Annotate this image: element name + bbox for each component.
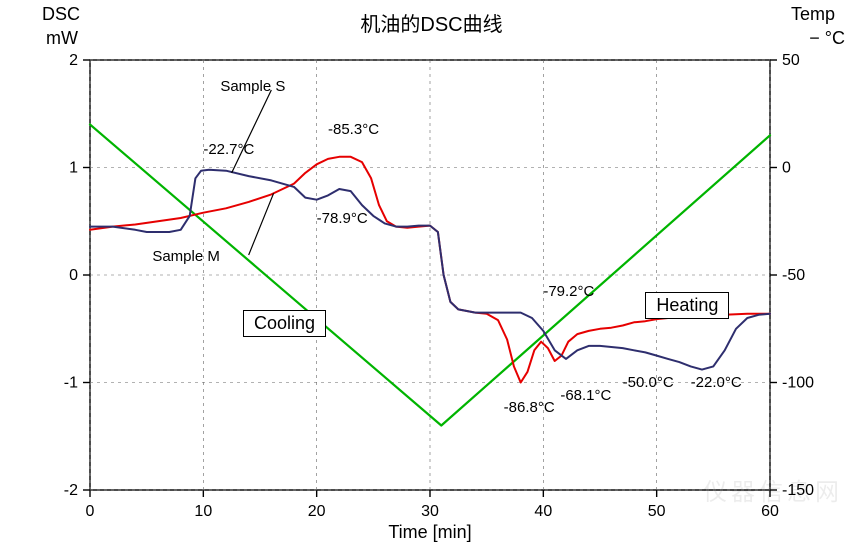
phase-cooling-box: Cooling [243,310,326,337]
y-right-tick-label: -50 [782,267,805,284]
peak-annotation-1: -85.3°C [328,121,379,138]
y-right-tick-label: -150 [782,482,814,499]
y-right-tick-label: 50 [782,52,800,69]
x-tick-label: 0 [86,503,95,520]
peak-annotation-4: -86.8°C [504,399,555,416]
chart-container: 机油的DSC曲线 DSC mW Temp − °C 0102030405060-… [0,0,863,547]
y-right-label-1: Temp [791,4,835,25]
peak-annotation-6: -50.0°C [623,374,674,391]
x-tick-label: 20 [308,503,326,520]
peak-annotation-3: -79.2°C [543,283,594,300]
y-left-tick-label: -1 [64,375,78,392]
y-right-tick-label: -100 [782,375,814,392]
peak-annotation-5: -68.1°C [560,387,611,404]
chart-title: 机油的DSC曲线 [0,8,863,37]
x-tick-label: 40 [534,503,552,520]
y-left-label-2: mW [46,28,78,49]
label-sample-m: Sample M [152,248,220,265]
peak-annotation-2: -78.9°C [317,210,368,227]
x-tick-label: 10 [194,503,212,520]
label-sample-s: Sample S [220,78,285,95]
peak-annotation-0: -22.7°C [203,141,254,158]
y-left-label-1: DSC [42,4,80,25]
y-left-tick-label: 1 [69,160,78,177]
x-axis-label: Time [min] [388,522,471,542]
y-left-tick-label: -2 [64,482,78,499]
x-tick-label: 50 [648,503,666,520]
phase-heating-box: Heating [645,292,729,319]
y-right-tick-label: 0 [782,160,791,177]
y-right-label-2: − °C [809,28,845,49]
plot-svg: 0 10 20 30 40 50 60 -2 -1 0 1 2 -150 -100 -50 0 50 Time [… [0,0,863,547]
y-left-tick-label: 2 [69,52,78,69]
y-left-tick-label: 0 [69,267,78,284]
peak-annotation-7: -22.0°C [691,374,742,391]
x-tick-label: 60 [761,503,779,520]
x-tick-label: 30 [421,503,439,520]
